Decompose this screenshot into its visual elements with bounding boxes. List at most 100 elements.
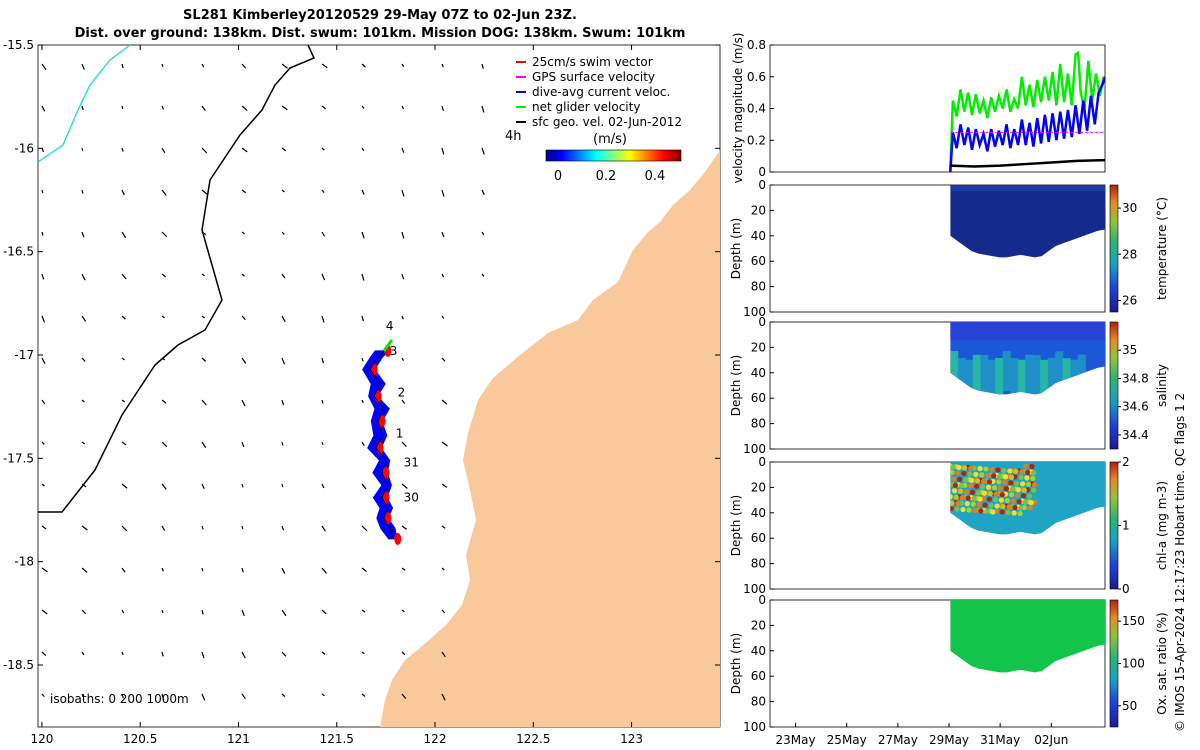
chlorophyll-sample: [979, 472, 985, 478]
chlorophyll-sample: [950, 464, 956, 470]
track-day-label: 4: [386, 319, 394, 333]
surface-current-vectors: [41, 63, 485, 701]
current-vector: [481, 231, 485, 236]
current-vector: [81, 693, 84, 698]
current-vector: [201, 147, 208, 154]
colorbar-tick-label: 2: [1122, 455, 1130, 469]
current-vector: [161, 609, 164, 614]
chlorophyll-sample: [1020, 481, 1026, 487]
isobath-1000m: [38, 45, 316, 513]
current-vector: [241, 441, 245, 448]
salinity-patch: [1062, 358, 1071, 395]
chart-title-line-1: SL281 Kimberley20120529 29-May 07Z to 02…: [183, 8, 577, 23]
legend-label-gps: GPS surface velocity: [532, 70, 655, 84]
chlorophyll-sample: [997, 473, 1003, 479]
velocity-panel: 0 0.2 0.4 0.6 0.8 velocity magnitude (m/s): [731, 33, 1106, 183]
chlorophyll-sample: [1016, 499, 1022, 505]
chlorophyll-sample: [1012, 504, 1018, 511]
current-vector: [281, 483, 284, 488]
current-vector: [81, 105, 84, 111]
chlorophyll-sample: [950, 500, 955, 506]
swim-vector-mark: [370, 363, 378, 376]
current-vector: [161, 693, 165, 701]
chlorophyll-sample: [991, 485, 998, 491]
map-axes: 120 120.5 121 121.5 122 122.5 123-15.5-16-16.5…: [3, 38, 720, 746]
current-vector: [161, 567, 164, 572]
current-vector: [281, 147, 287, 152]
current-vector: [361, 525, 368, 532]
current-vector: [401, 63, 405, 67]
current-vector: [41, 315, 46, 323]
track-day-label: 31: [404, 456, 419, 470]
salinity-section: 0 20 40 60 80 100 Depth (m) 34.4 34.6 34.8 35 salin…: [729, 315, 1169, 456]
current-vector: [321, 609, 327, 615]
map-ytick-label: -18: [14, 555, 34, 569]
chlorophyll-sample: [998, 497, 1004, 503]
chlorophyll-sample: [965, 495, 971, 501]
chlorophyll-sample: [996, 479, 1002, 485]
legend-label-sfc: sfc geo. vel. 02-Jun-2012: [532, 115, 682, 129]
chlorophyll-sample: [986, 496, 993, 502]
current-vector: [401, 567, 406, 571]
chlorophyll-sample: [955, 470, 961, 476]
current-vector: [121, 357, 125, 361]
chlorophyll-sample: [1006, 504, 1012, 510]
chlorophyll-sample: [983, 466, 989, 472]
current-vector: [161, 147, 166, 154]
chlorophyll-sample: [1015, 487, 1021, 493]
swim-vector-mark: [374, 390, 382, 403]
velocity-ytick-label: 0.4: [747, 102, 766, 116]
section-ytick-label: 60: [751, 254, 766, 268]
current-vector: [321, 189, 325, 193]
section-ytick-label: 20: [751, 480, 766, 494]
chlorophyll-sample: [963, 489, 970, 495]
current-vector: [441, 693, 446, 701]
section-ytick-label: 100: [743, 442, 766, 456]
chlorophyll-sample: [1018, 474, 1024, 480]
chlorophyll-sample: [975, 490, 981, 496]
section-xtick-label: 02Jun: [1034, 733, 1068, 747]
chlorophyll-sample: [952, 482, 958, 488]
chlorophyll-sample: [982, 502, 988, 508]
colorbar-tick-label: 26: [1122, 293, 1137, 307]
colorbar-tick-label: 50: [1122, 699, 1137, 713]
current-vector: [441, 357, 446, 362]
chlorophyll-section: 0 20 40 60 80 100 Depth (m) 0 1 2 chl-a (mg m-3): [729, 455, 1169, 596]
current-vector: [281, 651, 287, 657]
current-vector: [481, 189, 485, 196]
legend-label-swim: 25cm/s swim vector: [532, 55, 653, 69]
chlorophyll-sample: [990, 509, 996, 515]
current-vector: [321, 693, 325, 697]
current-vector: [481, 105, 485, 113]
current-vector: [81, 231, 85, 238]
current-vector: [41, 105, 46, 112]
chlorophyll-sample: [1020, 493, 1027, 499]
colorbar-tick-label: 34.8: [1122, 371, 1149, 385]
section-ylabel: Depth (m): [729, 633, 743, 694]
section-colorbar: [1109, 461, 1119, 590]
section-ytick-label: 80: [751, 280, 766, 294]
chlorophyll-sample: [967, 471, 973, 477]
map-colorbar: 4h (m/s) 0 0.2 0.4: [505, 129, 682, 184]
chlorophyll-sample: [978, 508, 984, 514]
current-vector: [401, 441, 407, 447]
chlorophyll-sample: [1019, 469, 1025, 475]
current-vector: [201, 399, 207, 406]
current-vector: [201, 315, 206, 319]
map-ytick-label: -16.5: [3, 245, 34, 259]
section-ytick-label: 100: [743, 305, 766, 319]
swim-vector-mark: [382, 466, 390, 479]
current-vector: [441, 399, 448, 405]
section-xtick-label: 31May: [980, 733, 1020, 747]
current-vector: [201, 189, 208, 195]
section-xtick-label: 23May: [776, 733, 816, 747]
section-ytick-label: 100: [743, 582, 766, 596]
current-vector: [81, 567, 88, 573]
chlorophyll-sample: [997, 485, 1004, 491]
chlorophyll-sample: [962, 465, 968, 471]
chlorophyll-sample: [951, 488, 958, 494]
chlorophyll-sample: [1014, 492, 1021, 498]
swim-vector-mark: [382, 491, 390, 504]
current-vector: [81, 525, 88, 531]
current-vector: [401, 357, 405, 361]
